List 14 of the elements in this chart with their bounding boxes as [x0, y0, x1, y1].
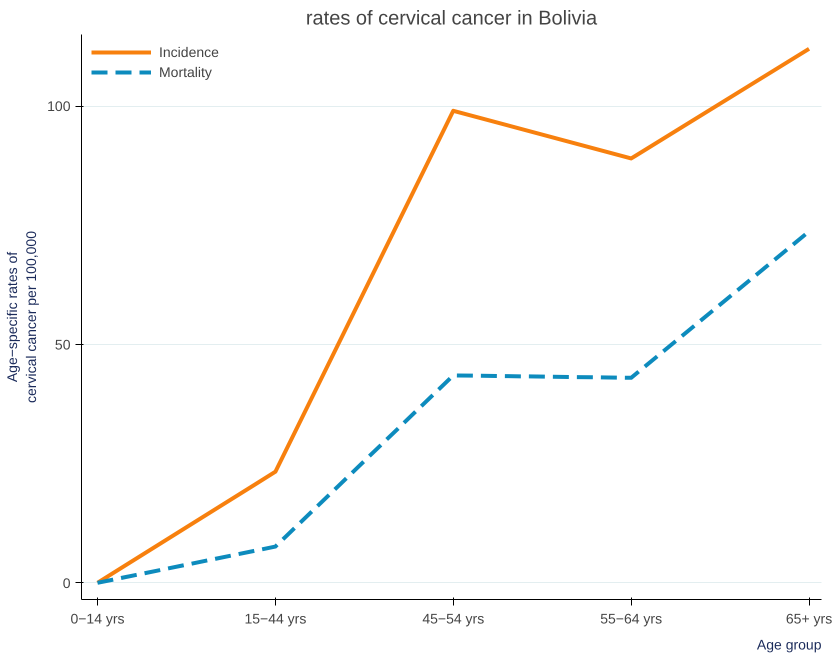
- x-tick-label: 0−14 yrs: [70, 610, 125, 626]
- y-axis-title: Age−specific rates of cervical cancer per 100,000: [4, 230, 40, 403]
- y-tick-label: 0: [62, 574, 71, 591]
- x-tick-label: 15−44 yrs: [244, 610, 306, 626]
- y-tick-label: 100: [47, 98, 71, 114]
- chart-title: rates of cervical cancer in Bolivia: [306, 8, 598, 30]
- y-tick-label: 50: [54, 336, 71, 352]
- x-axis-title: Age group: [756, 636, 822, 652]
- legend-label: Incidence: [159, 44, 219, 60]
- line-series: [96, 46, 812, 585]
- x-tick-label: 45−54 yrs: [422, 610, 484, 626]
- legend-label: Mortality: [159, 64, 212, 80]
- x-tick-label: 65+ yrs: [786, 610, 832, 626]
- x-tick-label: 55−64 yrs: [600, 610, 662, 626]
